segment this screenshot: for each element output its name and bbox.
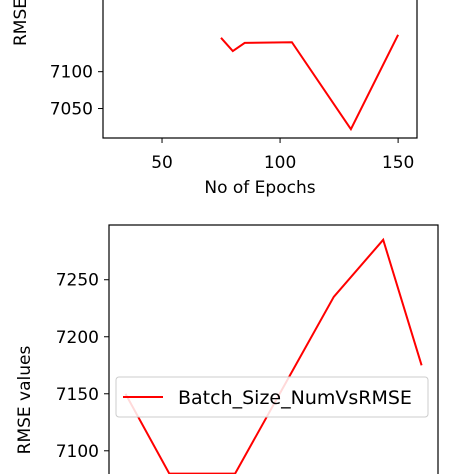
y-tick-label: 7150: [56, 385, 99, 405]
plot-frame: [108, 224, 439, 474]
y-axis-label: RMSE: [11, 0, 31, 46]
y-tick-label: 7250: [56, 271, 99, 291]
y-tick-label: 7200: [56, 328, 99, 348]
x-axis-label: No of Epochs: [204, 178, 315, 198]
legend-box: [115, 376, 429, 418]
batch-size-rmse-chart: 7100 7150 7200 7250 RMSE values Batch_Size_…: [15, 224, 439, 474]
y-tick-label: 7100: [56, 442, 99, 462]
x-tick-label: 100: [264, 153, 296, 173]
legend: Batch_Size_NumVsRMSE: [115, 376, 429, 418]
legend-label: Batch_Size_NumVsRMSE: [178, 387, 412, 409]
series-line-0: [220, 34, 399, 132]
y-tick-label: 7100: [50, 63, 93, 83]
plot-frame: [102, 0, 418, 139]
series-line-0: [124, 237, 423, 474]
x-tick-label: 50: [151, 153, 173, 173]
y-tick-label: 7050: [50, 100, 93, 120]
y-axis-label: RMSE values: [15, 346, 35, 455]
x-tick-label: 150: [382, 153, 414, 173]
epochs-rmse-chart: 7050 7100 50 100 150 No of Epochs RMSE: [11, 0, 418, 198]
